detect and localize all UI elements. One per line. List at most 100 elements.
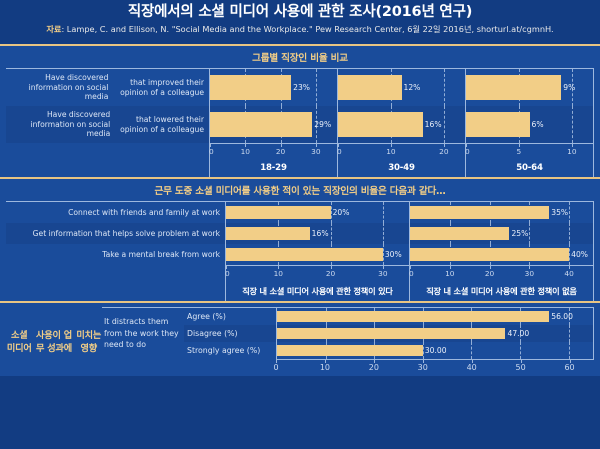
facet-name-label: 50-64 (516, 163, 543, 173)
gridline (569, 223, 571, 244)
bar-value-label: 47.00 (507, 329, 530, 338)
chart3-outer-group-label: It distracts them from the work they need … (104, 317, 179, 350)
axis-tick (569, 266, 571, 269)
axis-tick (245, 144, 247, 147)
bar-value-label: 25% (511, 229, 529, 238)
bar-row: 56.00 (277, 308, 593, 325)
bar[interactable] (466, 75, 562, 100)
axis-tick (278, 266, 280, 269)
axis-tick-label: 30 (378, 269, 388, 278)
gridline (568, 342, 570, 359)
axis-tick-label: 10 (445, 269, 455, 278)
divider-gold-top (0, 44, 600, 46)
axis-tick (443, 144, 445, 147)
bar-row: 23% (210, 69, 337, 106)
bar[interactable] (277, 327, 506, 340)
chart-facet: 12% 16% 0 10 20 30-49 (337, 69, 465, 177)
axis-tick-label: 10 (273, 269, 283, 278)
gridline (422, 342, 424, 359)
gridline (471, 342, 473, 359)
bar-value-label: 16% (424, 120, 442, 129)
axis-tick-label: 0 (337, 147, 342, 156)
bar-row: 29% (210, 106, 337, 143)
axis-tick (449, 266, 451, 269)
axis-tick-label: 30 (417, 363, 428, 372)
axis-tick (571, 144, 573, 147)
chart3-body: It distracts them from the work they need … (102, 307, 594, 376)
facet-x-axis: 0 10 20 30 40 (409, 265, 593, 283)
axis-tick (382, 266, 384, 269)
bar-value-label: 30% (384, 250, 402, 259)
axis-tick-label: 30 (524, 269, 535, 278)
chart3-grid: It distracts them from the work they need … (102, 307, 594, 359)
bar-row: 25% (410, 223, 593, 244)
axis-tick-label: 40 (466, 363, 477, 372)
bar-value-label: 29% (314, 120, 332, 129)
chart-facet: 20% 16% 30% 0 10 20 30 직장 내 소셜 미디어 사용에 관한 정책이 있… (225, 202, 409, 301)
axis-tick-label: 20 (275, 147, 286, 156)
chart3-row-label: Agree (%) (187, 312, 226, 321)
row-label: Have discovered information on social me… (28, 73, 204, 102)
bar[interactable] (226, 226, 310, 241)
axis-tick-label: 60 (564, 363, 575, 372)
chart-row-label-column: Have discovered information on social me… (6, 69, 209, 177)
bar-value-label: 56.00 (551, 312, 573, 321)
bar-row: 9% (466, 69, 593, 106)
source-citation: 자료: Lampe, C. and Ellison, N. "Social Me… (0, 22, 600, 36)
bar[interactable] (338, 112, 423, 137)
axis-tick (373, 360, 375, 363)
chart3-x-axis: 0 10 20 30 40 50 60 (273, 359, 594, 376)
axis-tick-label: 10 (567, 147, 577, 156)
bar[interactable] (410, 226, 510, 241)
bar[interactable] (277, 310, 550, 323)
axis-tick (569, 360, 571, 363)
axis-tick (518, 144, 520, 147)
bar[interactable] (226, 247, 383, 262)
facet-rows: 12% 16% (338, 69, 465, 143)
bar[interactable] (410, 247, 570, 262)
axis-tick (324, 360, 326, 363)
axis-tick-label: 10 (319, 363, 331, 372)
chart-facet: 35% 25% 40% 0 10 20 30 40 직장 내 소셜 미디어 사용에 관한 정책이… (409, 202, 594, 301)
bar[interactable] (210, 112, 313, 137)
bar-row: 6% (466, 106, 593, 143)
source-text: : Lampe, C. and Ellison, N. "Social Medi… (61, 24, 554, 34)
axis-tick-label: 10 (386, 147, 396, 156)
chart-facet: 9% 6% 0 5 10 50-64 (465, 69, 594, 177)
axis-tick-label: 20 (325, 269, 336, 278)
bar-value-label: 23% (293, 83, 311, 92)
source-label: 자료 (46, 24, 62, 34)
facet-name-label: 직장 내 소셜 미디어 사용에 관한 정책이 있다 (242, 286, 393, 296)
bar[interactable] (226, 205, 331, 220)
axis-tick-label: 20 (368, 363, 379, 372)
bar-row: 16% (338, 106, 465, 143)
chart-facets: 20% 16% 30% 0 10 20 30 직장 내 소셜 미디어 사용에 관한 정책이 있… (225, 202, 594, 301)
chart3-row-labels: Agree (%) Disagree (%) Strongly agree (%) (184, 308, 276, 359)
axis-tick (466, 144, 467, 147)
axis-tick (422, 360, 424, 363)
facet-name-label: 30-49 (388, 163, 415, 173)
axis-tick (529, 266, 531, 269)
chart3-axis-row: 0 10 20 30 40 50 60 (102, 359, 594, 376)
bar[interactable] (410, 205, 550, 220)
facet-rows: 9% 6% (466, 69, 593, 143)
axis-tick-label: 0 (209, 147, 214, 156)
axis-tick (280, 144, 282, 147)
gridline (382, 244, 384, 265)
bar-value-label: 6% (531, 120, 544, 129)
bar-value-label: 16% (311, 229, 329, 238)
chart3-row-label: Strongly agree (%) (187, 346, 261, 355)
axis-tick-label: 0 (225, 269, 230, 278)
bar-row: 20% (226, 202, 409, 223)
bar[interactable] (466, 112, 530, 137)
axis-tick (338, 144, 339, 147)
gridline (520, 342, 522, 359)
divider-gold-1 (0, 177, 600, 179)
bar[interactable] (338, 75, 402, 100)
bar[interactable] (277, 344, 423, 357)
chart-panel-age-groups: 그룹별 직장인 비율 비교 Have discovered informatio… (0, 46, 600, 177)
axis-tick (410, 266, 411, 269)
gridline (571, 106, 573, 143)
bar-row: 30% (226, 244, 409, 265)
bar[interactable] (210, 75, 292, 100)
